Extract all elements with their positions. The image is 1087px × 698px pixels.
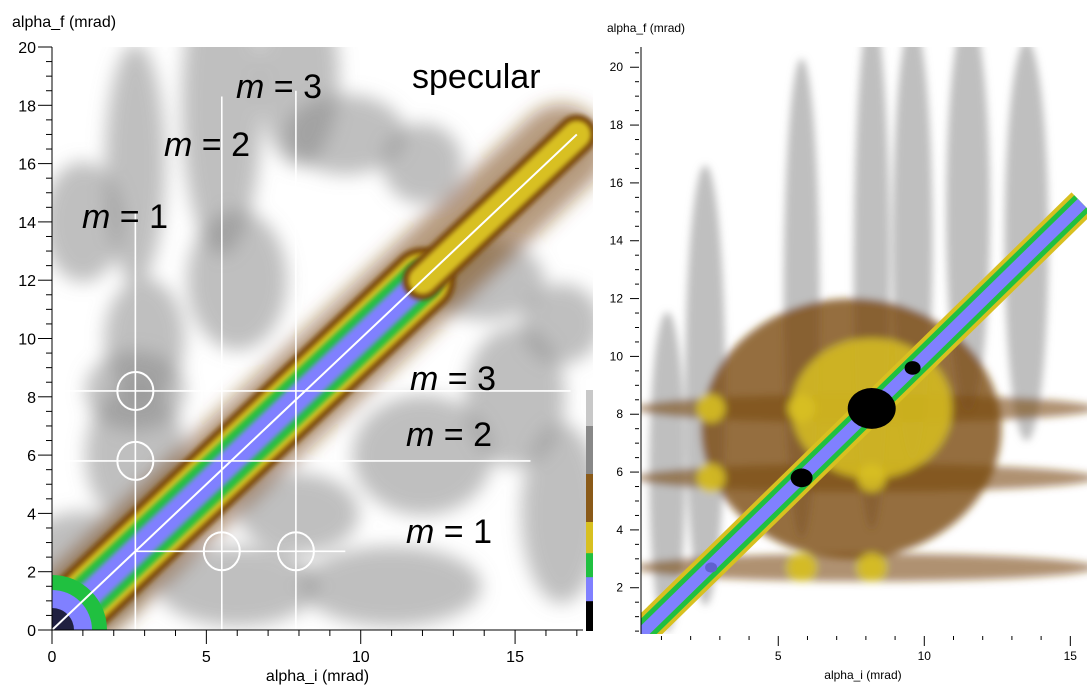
y-tick-label: 18 <box>610 118 624 132</box>
right-heatmap-panel: 2 4 6 8 10 12 14 16 18 20 alpha_f (mrad) 5 10 15 alpha… <box>607 21 1087 682</box>
left-heatmap-panel: 0 2 4 6 8 10 12 14 16 18 20 alpha_f (mrad) 0 5 10 15 alp… <box>12 14 593 685</box>
diffuse-blob <box>465 326 566 467</box>
x-tick-label: 10 <box>918 649 932 663</box>
y-tick-label: 16 <box>610 176 624 190</box>
order-symbol: m <box>236 68 264 106</box>
y-tick-label: 2 <box>616 581 623 595</box>
bragg-peak <box>705 562 718 573</box>
diffuse-blob <box>187 210 288 351</box>
colorbar-segment <box>586 390 593 427</box>
y-tick-label: 6 <box>616 465 623 479</box>
label-vertical-m1: m = 1 <box>82 198 168 236</box>
y-tick-label: 14 <box>610 234 624 248</box>
diffuse-blob <box>382 123 463 204</box>
bragg-peak <box>790 468 813 488</box>
y-tick-label: 20 <box>610 60 624 74</box>
bragg-circle <box>116 370 155 411</box>
x-tick-label: 5 <box>202 649 211 666</box>
satellite-spot <box>787 553 816 582</box>
diffuse-blob <box>52 161 123 282</box>
x-tick-label: 15 <box>1064 649 1078 663</box>
y-tick-label: 18 <box>18 98 36 115</box>
right-axes: 2 4 6 8 10 12 14 16 18 20 alpha_f (mrad) 5 10 15 alpha… <box>607 21 1077 682</box>
label-vertical-m3: m = 3 <box>236 68 322 106</box>
y-tick-label: 10 <box>610 349 624 363</box>
label-horizontal-m1: m = 1 <box>406 513 492 551</box>
colorbar-segment <box>586 601 593 631</box>
diffuse-blob <box>521 423 593 604</box>
specular-line <box>52 133 578 630</box>
x-axis-title: alpha_i (mrad) <box>824 668 901 682</box>
x-axis-title: alpha_i (mrad) <box>266 668 369 685</box>
satellite-spot <box>697 394 726 423</box>
left-bragg-lines <box>52 90 578 630</box>
satellite-spot <box>697 463 726 492</box>
bragg-circle <box>202 531 241 572</box>
specular-label: specular <box>412 58 541 96</box>
y-tick-label: 16 <box>18 157 36 174</box>
y-tick-label: 10 <box>18 332 36 349</box>
y-tick-label: 12 <box>610 292 624 306</box>
order-value: = 3 <box>264 68 322 106</box>
x-tick-label: 15 <box>506 649 524 666</box>
order-value: = 1 <box>110 198 168 236</box>
colorbar-segment <box>586 577 593 603</box>
left-axes: 0 2 4 6 8 10 12 14 16 18 20 alpha_f (mrad) 0 5 10 15 alp… <box>12 14 583 685</box>
bragg-peak <box>847 388 896 429</box>
order-symbol: m <box>406 416 434 454</box>
x-tick-label: 5 <box>775 649 782 663</box>
diffuse-blob <box>352 395 493 516</box>
diffuse-blob <box>521 283 593 364</box>
bragg-circle <box>276 531 315 572</box>
y-tick-label: 6 <box>27 448 36 465</box>
y-axis-title: alpha_f (mrad) <box>12 14 116 31</box>
order-symbol: m <box>410 360 438 398</box>
label-horizontal-m2: m = 2 <box>406 416 492 454</box>
left-colorbar <box>586 390 593 631</box>
y-axis-title: alpha_f (mrad) <box>607 21 685 35</box>
label-horizontal-m3: m = 3 <box>410 360 496 398</box>
colorbar-segment <box>586 553 593 579</box>
y-tick-label: 4 <box>27 506 36 523</box>
y-tick-label: 4 <box>616 523 623 537</box>
order-value: = 2 <box>192 126 250 164</box>
x-tick-label: 0 <box>48 649 57 666</box>
y-tick-label: 20 <box>18 40 36 57</box>
satellite-spot <box>857 553 886 582</box>
satellite-spot <box>857 463 886 492</box>
satellite-spot <box>787 394 816 423</box>
y-tick-label: 8 <box>616 407 623 421</box>
y-tick-label: 12 <box>18 273 36 290</box>
right-specular-ridge <box>641 192 1087 634</box>
diffuse-streak <box>685 165 726 606</box>
diffuse-blob <box>285 94 406 175</box>
order-value: = 3 <box>438 360 496 398</box>
label-vertical-m2: m = 2 <box>164 126 250 164</box>
diffuse-blob <box>238 473 359 554</box>
order-value: = 1 <box>434 513 492 551</box>
diffuse-blob <box>157 546 318 627</box>
left-heatmap-image <box>52 47 593 630</box>
bragg-peak <box>904 361 921 375</box>
y-tick-label: 2 <box>27 565 36 582</box>
colorbar-segment <box>586 474 593 523</box>
colorbar-segment <box>586 522 593 555</box>
y-tick-label: 14 <box>18 215 36 232</box>
y-tick-label: 8 <box>27 390 36 407</box>
diffuse-blob <box>301 546 482 627</box>
colorbar-segment <box>586 426 593 475</box>
order-symbol: m <box>82 198 110 236</box>
order-symbol: m <box>406 513 434 551</box>
order-symbol: m <box>164 126 192 164</box>
y-tick-label: 0 <box>27 623 36 640</box>
bragg-circle <box>116 440 155 481</box>
x-tick-label: 10 <box>352 649 370 666</box>
order-value: = 2 <box>434 416 492 454</box>
right-heatmap-image <box>641 47 1087 634</box>
